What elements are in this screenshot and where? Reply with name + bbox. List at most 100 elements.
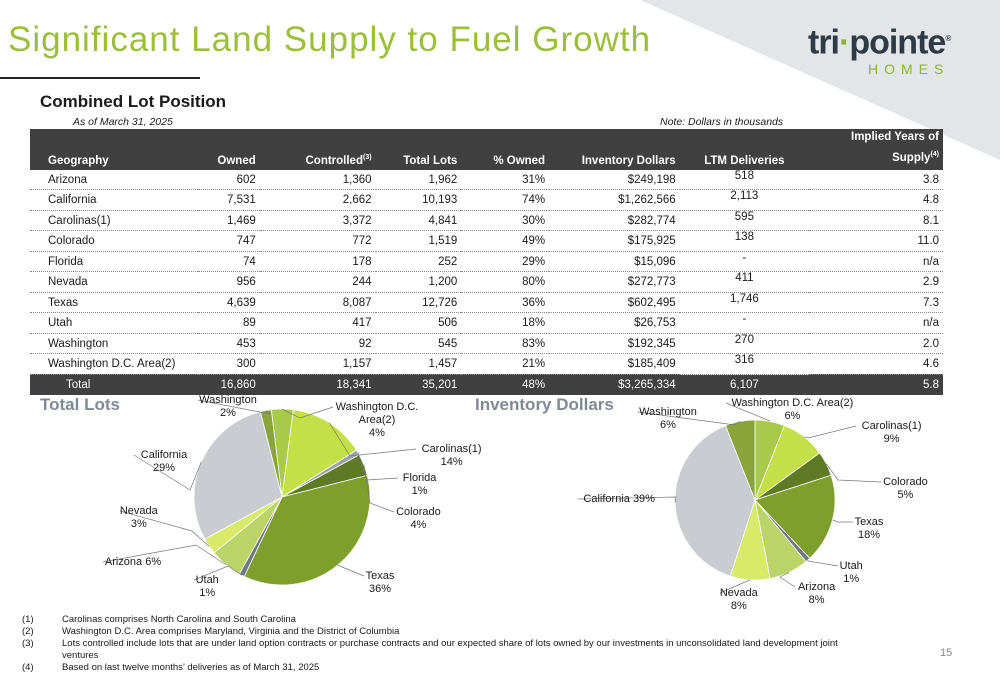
pie-label: Arizona 6% <box>105 556 161 568</box>
cell-controlled: 92 <box>259 333 376 355</box>
cell-total-lots: 35,201 <box>375 374 462 395</box>
pie-label-line: 8% <box>731 600 747 612</box>
header-pct-owned: % Owned <box>461 129 550 170</box>
pie-label: Utah 1% <box>196 574 219 599</box>
cell-controlled: 2,662 <box>259 189 376 211</box>
cell-implied-years: n/a <box>809 312 943 334</box>
table-row: Texas 4,639 8,087 12,726 36% $602,495 1,746 7.3 <box>30 288 943 314</box>
cell-implied-years: 4.8 <box>809 189 943 211</box>
cell-geography: Total <box>30 374 198 395</box>
cell-owned: 602 <box>197 169 260 191</box>
page-title: Significant Land Supply to Fuel Growth <box>8 20 652 59</box>
cell-owned: 300 <box>197 353 260 375</box>
cell-controlled: 18,341 <box>259 374 376 395</box>
pie-leader-line <box>832 519 853 523</box>
cell-geography: Arizona <box>30 169 198 191</box>
cell-ltm-deliveries: 6,107 <box>679 374 810 395</box>
cell-pct-owned: 29% <box>461 251 550 273</box>
cell-owned: 74 <box>197 251 260 273</box>
header-owned: Owned <box>197 129 260 170</box>
header-ltm-deliveries: LTM Deliveries <box>679 129 810 170</box>
pie-label-line: Texas <box>855 516 884 528</box>
cell-total-lots: 545 <box>375 333 462 355</box>
tri-pointe-logo: tri·pointe® HOMES <box>808 22 978 77</box>
cell-ltm-deliveries: 518 <box>679 165 810 187</box>
footnote-text: Lots controlled include lots that are un… <box>62 638 838 661</box>
pie-label-line: 3% <box>131 518 147 530</box>
cell-implied-years: 3.8 <box>809 169 943 191</box>
pie-label: Arizona 8% <box>798 581 836 606</box>
cell-total-lots: 1,962 <box>375 169 462 191</box>
cell-inventory-dollars: $3,265,334 <box>549 374 680 395</box>
pie-label: Utah 1% <box>840 560 863 585</box>
pie-label-line: 1% <box>843 573 859 585</box>
cell-owned: 1,469 <box>197 210 260 232</box>
logo-text-tri: tri <box>808 23 840 62</box>
pie-label: Nevada 3% <box>120 505 159 530</box>
cell-controlled: 772 <box>259 230 376 252</box>
pie-label-line: Arizona 6% <box>105 556 161 568</box>
pie-leader-line <box>329 422 417 457</box>
pie-leader-line <box>779 572 796 588</box>
cell-inventory-dollars: $15,096 <box>549 251 680 273</box>
pie-label-line: Washington D.C. Area(2) <box>731 397 853 409</box>
cell-inventory-dollars: $249,198 <box>549 169 680 191</box>
pie-label: Washington 6% <box>639 406 697 431</box>
cell-total-lots: 1,457 <box>375 353 462 375</box>
pie-slice-texas <box>754 474 836 559</box>
units-note: Note: Dollars in thousands <box>660 116 784 128</box>
table-total-row: Total 16,860 18,341 35,201 48% $3,265,334 6,10… <box>30 374 943 395</box>
pie-label: Colorado 4% <box>396 506 441 531</box>
pie-label-line: Area(2) <box>359 414 396 426</box>
pie-leader-line <box>803 425 857 439</box>
inventory-dollars-chart-title: Inventory Dollars <box>475 395 614 414</box>
pie-label-line: Carolinas(1) <box>862 420 922 432</box>
header-supply-footnote: (4) <box>930 151 939 158</box>
cell-total-lots: 12,726 <box>375 292 462 314</box>
cell-implied-years: 7.3 <box>809 292 943 314</box>
pie-label: Carolinas(1) 14% <box>422 443 482 468</box>
pie-label-line: Nevada <box>120 505 159 517</box>
cell-ltm-deliveries: 2,113 <box>679 185 810 207</box>
pie-leader-line <box>357 452 399 481</box>
pie-leader-line <box>725 402 771 422</box>
pie-label-line: Washington <box>199 394 257 406</box>
pie-label-line: 4% <box>410 519 426 531</box>
pie-label-line: Washington <box>639 406 697 418</box>
footnote-number: (1) <box>22 614 34 625</box>
cell-inventory-dollars: $272,773 <box>549 271 680 293</box>
pie-label-line: 4% <box>369 427 385 439</box>
cell-controlled: 417 <box>259 312 376 334</box>
pie-label-line: Colorado <box>396 506 441 518</box>
cell-controlled: 8,087 <box>259 292 376 314</box>
cell-ltm-deliveries: 411 <box>679 267 810 289</box>
pie-label-line: 1% <box>199 587 215 599</box>
footnote: (1) Carolinas comprises North Carolina an… <box>22 614 852 626</box>
table-body: Arizona 602 1,360 1,962 31% $249,198 518 3.8 Cal… <box>30 165 943 395</box>
cell-inventory-dollars: $1,262,566 <box>549 189 680 211</box>
pie-label-line: Washington D.C. <box>336 401 419 413</box>
header-controlled-footnote: (3) <box>362 154 372 161</box>
cell-pct-owned: 30% <box>461 210 550 232</box>
cell-geography: Washington <box>30 333 198 355</box>
lot-position-table: Geography Owned Controlled(3) Total Lots… <box>30 129 943 395</box>
pie-leader-line <box>363 464 395 513</box>
cell-pct-owned: 74% <box>461 189 550 211</box>
cell-total-lots: 252 <box>375 251 462 273</box>
table-row: Nevada 956 244 1,200 80% $272,773 411 2.9 <box>30 267 943 293</box>
pie-leader-line <box>197 399 271 415</box>
cell-owned: 956 <box>197 271 260 293</box>
pie-leader-line <box>637 411 741 426</box>
pie-label: Washington 2% <box>199 394 257 419</box>
pie-leader-line <box>193 565 242 581</box>
cell-ltm-deliveries: 1,746 <box>679 288 810 310</box>
cell-ltm-deliveries: 270 <box>679 329 810 351</box>
pie-leader-line <box>807 559 839 567</box>
pie-label-line: 18% <box>858 529 880 541</box>
pie-leader-line <box>119 510 210 547</box>
table-row: Colorado 747 772 1,519 49% $175,925 138 11.0 <box>30 226 943 252</box>
cell-total-lots: 4,841 <box>375 210 462 232</box>
cell-ltm-deliveries: - <box>679 308 810 330</box>
pie-label-line: Texas <box>366 570 395 582</box>
